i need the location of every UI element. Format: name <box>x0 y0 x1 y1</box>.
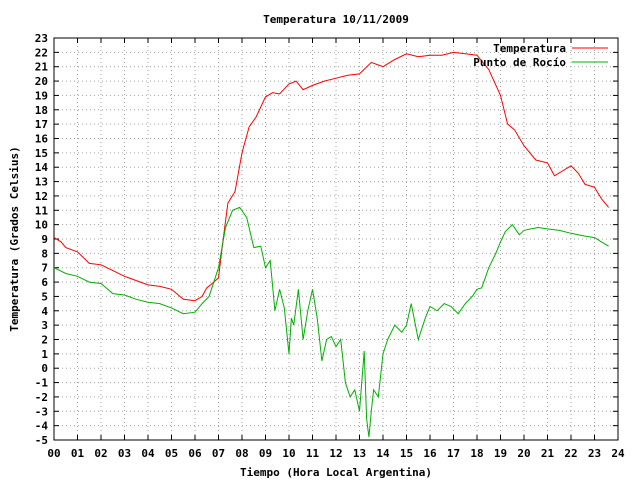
y-tick-label: 10 <box>35 219 48 232</box>
x-tick-label: 02 <box>94 447 107 460</box>
x-tick-label: 08 <box>235 447 248 460</box>
x-tick-label: 07 <box>212 447 225 460</box>
y-tick-label: 21 <box>35 61 49 74</box>
x-tick-label: 01 <box>71 447 85 460</box>
legend-label-2: Punto de Rocío <box>473 56 566 69</box>
x-tick-label: 24 <box>611 447 625 460</box>
y-axis-ticks: -5-4-3-2-1012345678910111213141516171819… <box>35 32 618 447</box>
y-tick-label: -2 <box>35 391 48 404</box>
y-tick-label: -5 <box>35 434 48 447</box>
y-tick-label: 5 <box>41 290 48 303</box>
y-tick-label: 6 <box>41 276 48 289</box>
y-tick-label: 12 <box>35 190 48 203</box>
y-tick-label: 2 <box>41 334 48 347</box>
y-axis-label: Temperatura (Grados Celsius) <box>8 146 21 331</box>
y-tick-label: 9 <box>41 233 48 246</box>
x-tick-label: 15 <box>400 447 413 460</box>
x-tick-label: 20 <box>517 447 530 460</box>
x-tick-label: 00 <box>47 447 60 460</box>
x-tick-label: 12 <box>329 447 342 460</box>
x-tick-label: 14 <box>376 447 390 460</box>
y-tick-label: -1 <box>35 377 49 390</box>
y-tick-label: 0 <box>41 362 48 375</box>
y-tick-label: 14 <box>35 161 49 174</box>
y-tick-label: 17 <box>35 118 48 131</box>
x-tick-label: 05 <box>165 447 178 460</box>
series-lines <box>53 51 609 438</box>
y-tick-label: 15 <box>35 147 48 160</box>
y-tick-label: -4 <box>35 420 49 433</box>
y-tick-label: 11 <box>35 204 49 217</box>
x-tick-label: 10 <box>282 447 295 460</box>
x-tick-label: 21 <box>541 447 555 460</box>
series-line-1 <box>53 51 609 302</box>
y-tick-label: 1 <box>41 348 48 361</box>
x-tick-label: 16 <box>423 447 437 460</box>
x-tick-label: 17 <box>447 447 460 460</box>
x-tick-label: 09 <box>259 447 272 460</box>
grid <box>54 38 618 440</box>
x-axis-ticks: 00 01 02 03 04 05 06 07 08 09 10 11 12 13 14 15 16 17 18 19… <box>47 38 625 460</box>
y-tick-label: 20 <box>35 75 48 88</box>
y-tick-label: 19 <box>35 89 48 102</box>
y-tick-label: 23 <box>35 32 48 45</box>
x-tick-label: 18 <box>470 447 483 460</box>
x-tick-label: 06 <box>188 447 202 460</box>
y-tick-label: 22 <box>35 46 48 59</box>
x-axis-label: Tiempo (Hora Local Argentina) <box>240 466 432 479</box>
x-tick-label: 22 <box>564 447 577 460</box>
y-tick-label: -3 <box>35 405 48 418</box>
chart-title: Temperatura 10/11/2009 <box>263 13 409 26</box>
y-tick-label: 18 <box>35 104 48 117</box>
y-tick-label: 7 <box>41 262 48 275</box>
x-tick-label: 11 <box>306 447 320 460</box>
x-tick-label: 23 <box>588 447 601 460</box>
y-tick-label: 8 <box>41 247 48 260</box>
series-line-2 <box>53 206 609 438</box>
y-tick-label: 16 <box>35 133 49 146</box>
legend-label-1: Temperatura <box>493 42 566 55</box>
x-tick-label: 04 <box>141 447 155 460</box>
y-tick-label: 13 <box>35 176 48 189</box>
x-tick-label: 03 <box>118 447 131 460</box>
x-tick-label: 19 <box>494 447 507 460</box>
x-tick-label: 13 <box>353 447 366 460</box>
y-tick-label: 4 <box>41 305 48 318</box>
y-tick-label: 3 <box>41 319 48 332</box>
